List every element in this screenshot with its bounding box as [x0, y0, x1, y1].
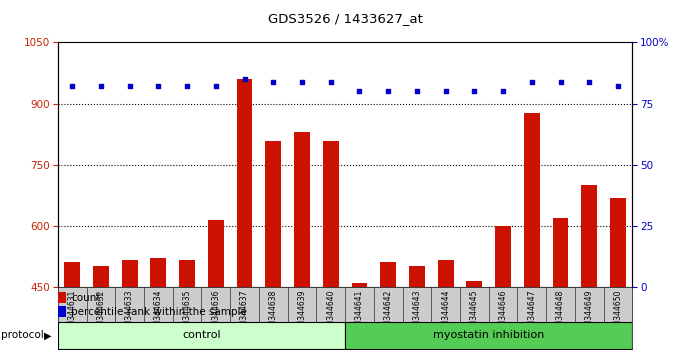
Text: GSM344643: GSM344643	[413, 290, 422, 336]
Point	[67, 84, 78, 89]
Text: GSM344634: GSM344634	[154, 290, 163, 336]
Bar	[150, 258, 166, 287]
Point	[153, 84, 164, 89]
Text: GSM344644: GSM344644	[441, 290, 450, 336]
Text: control: control	[182, 330, 221, 341]
Text: GSM344641: GSM344641	[355, 290, 364, 336]
Bar	[265, 141, 281, 287]
Text: percentile rank within the sample: percentile rank within the sample	[71, 307, 247, 317]
Point	[354, 88, 365, 94]
Bar	[409, 266, 425, 287]
Point	[411, 88, 422, 94]
Bar	[58, 292, 67, 303]
Point	[239, 76, 250, 82]
Text: GSM344639: GSM344639	[298, 290, 307, 336]
Point	[613, 84, 624, 89]
Text: GSM344642: GSM344642	[384, 290, 392, 336]
Point	[555, 79, 566, 84]
Bar	[495, 226, 511, 287]
Bar	[323, 141, 339, 287]
Bar	[380, 262, 396, 287]
Bar	[466, 281, 482, 287]
Point	[182, 84, 192, 89]
Point	[210, 84, 221, 89]
Point	[498, 88, 509, 94]
Point	[440, 88, 451, 94]
FancyBboxPatch shape	[58, 322, 345, 349]
Bar	[122, 260, 137, 287]
Bar	[553, 217, 568, 287]
Text: GSM344649: GSM344649	[585, 290, 594, 336]
Point	[383, 88, 394, 94]
Bar	[93, 266, 109, 287]
Text: GSM344650: GSM344650	[613, 290, 622, 336]
Text: GSM344645: GSM344645	[470, 290, 479, 336]
Bar	[294, 132, 310, 287]
Text: GSM344632: GSM344632	[97, 290, 105, 336]
Text: myostatin inhibition: myostatin inhibition	[433, 330, 545, 341]
Point	[296, 79, 307, 84]
Bar	[58, 307, 67, 317]
Text: GSM344647: GSM344647	[528, 290, 537, 336]
Text: GSM344648: GSM344648	[556, 290, 565, 336]
Point	[584, 79, 595, 84]
Point	[95, 84, 106, 89]
Point	[124, 84, 135, 89]
FancyBboxPatch shape	[345, 322, 632, 349]
Bar	[208, 219, 224, 287]
Bar	[581, 185, 597, 287]
Text: GSM344633: GSM344633	[125, 290, 134, 336]
Bar	[237, 79, 252, 287]
Text: GSM344637: GSM344637	[240, 290, 249, 336]
Bar	[610, 198, 626, 287]
Text: GSM344635: GSM344635	[183, 290, 192, 336]
Bar	[438, 260, 454, 287]
Text: protocol: protocol	[1, 330, 44, 341]
Bar	[352, 282, 367, 287]
Text: GSM344640: GSM344640	[326, 290, 335, 336]
Text: ▶: ▶	[44, 330, 51, 341]
Text: GSM344636: GSM344636	[211, 290, 220, 336]
Bar	[524, 113, 540, 287]
Text: count: count	[71, 293, 101, 303]
Bar	[180, 260, 195, 287]
Text: GDS3526 / 1433627_at: GDS3526 / 1433627_at	[268, 12, 422, 25]
Point	[325, 79, 336, 84]
Text: GSM344646: GSM344646	[498, 290, 507, 336]
Text: GSM344638: GSM344638	[269, 290, 277, 336]
Bar	[65, 262, 80, 287]
Text: GSM344631: GSM344631	[68, 290, 77, 336]
Point	[268, 79, 279, 84]
Point	[469, 88, 480, 94]
Point	[526, 79, 537, 84]
